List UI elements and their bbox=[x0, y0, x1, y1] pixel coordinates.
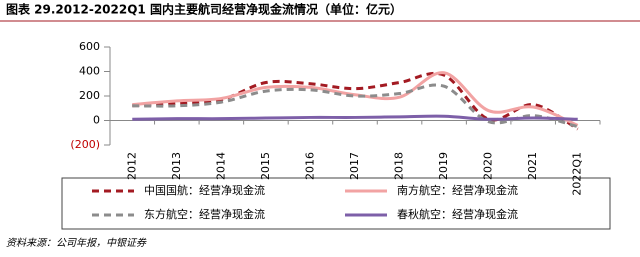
series-line bbox=[132, 71, 579, 127]
y-tick-label: 0 bbox=[93, 114, 100, 127]
x-tick-label: 2022Q1 bbox=[571, 152, 584, 196]
x-tick-label: 2015 bbox=[259, 152, 272, 180]
x-tick-label: 2021 bbox=[526, 152, 539, 180]
x-tick-label: 2014 bbox=[214, 152, 227, 180]
y-tick-label: 400 bbox=[79, 65, 100, 78]
x-tick-label: 2016 bbox=[303, 152, 316, 180]
legend-label: 中国国航：经营净现金流 bbox=[144, 183, 265, 197]
y-tick-label: 200 bbox=[79, 89, 100, 102]
x-tick-label: 2012 bbox=[125, 152, 138, 180]
x-tick-label: 2019 bbox=[437, 152, 450, 180]
legend-label: 南方航空：经营净现金流 bbox=[397, 183, 518, 197]
legend-label: 春秋航空：经营净现金流 bbox=[397, 207, 518, 221]
legend-box bbox=[61, 177, 611, 230]
x-tick-label: 2013 bbox=[170, 152, 183, 180]
series-line bbox=[132, 83, 579, 129]
legend-label: 东方航空：经营净现金流 bbox=[144, 207, 265, 221]
series-line bbox=[132, 114, 578, 121]
y-tick-label: (200) bbox=[70, 138, 100, 151]
chart-title: 图表 29.2012-2022Q1 国内主要航司经营净现金流情况（单位：亿元） bbox=[6, 2, 402, 17]
x-tick-label: 2018 bbox=[393, 152, 406, 180]
x-tick-label: 2020 bbox=[482, 152, 495, 180]
series-line bbox=[132, 71, 579, 131]
y-tick-label: 600 bbox=[79, 40, 100, 53]
source: 资料来源：公司年报，中银证券 bbox=[6, 237, 147, 249]
x-tick-label: 2017 bbox=[348, 152, 361, 180]
